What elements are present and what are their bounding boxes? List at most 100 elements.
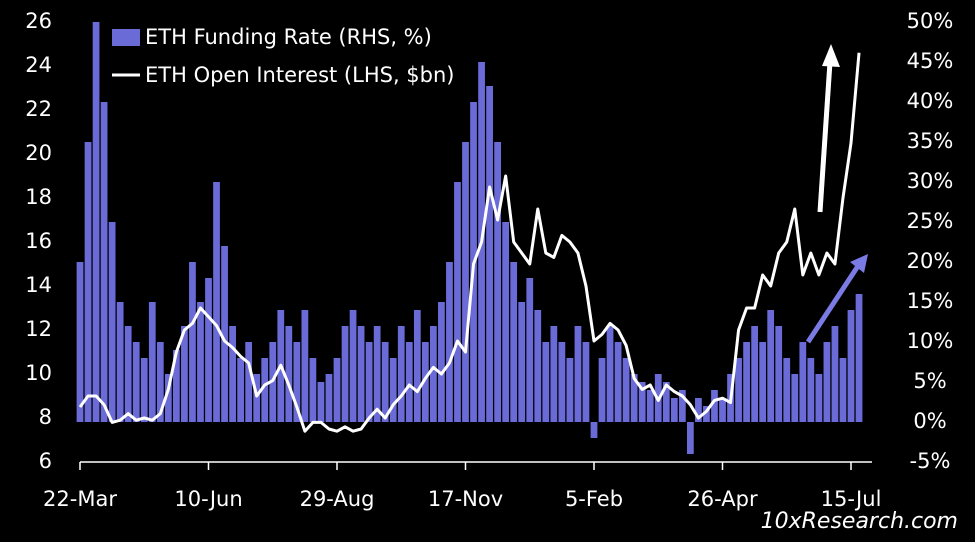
bar xyxy=(831,326,839,422)
bar xyxy=(349,310,357,422)
bar xyxy=(719,398,726,422)
y2-tick-label: 35% xyxy=(907,129,954,153)
bar xyxy=(534,310,542,422)
bar xyxy=(598,358,606,422)
bar xyxy=(646,390,654,422)
bar xyxy=(156,342,164,422)
x-tick-label: 10-Jun xyxy=(174,487,242,511)
bar xyxy=(197,302,204,422)
bar xyxy=(526,278,534,422)
bar xyxy=(132,342,140,422)
bar xyxy=(446,262,453,422)
bar xyxy=(213,182,220,422)
bar xyxy=(108,222,116,422)
bar xyxy=(462,142,469,422)
bar xyxy=(703,406,710,422)
y2-tick-label: 20% xyxy=(907,249,954,273)
bar xyxy=(855,294,863,422)
bar xyxy=(558,342,566,422)
bar xyxy=(678,390,686,422)
bar xyxy=(767,310,775,422)
bar xyxy=(189,262,196,422)
bar xyxy=(389,358,397,422)
bar xyxy=(237,358,244,422)
bar xyxy=(261,358,269,422)
bar xyxy=(630,374,638,422)
y-tick-label: 18 xyxy=(25,185,52,209)
bar xyxy=(365,342,373,422)
bar xyxy=(84,142,92,422)
y-tick-label: 24 xyxy=(25,53,52,77)
legend-swatch xyxy=(112,29,140,46)
bar xyxy=(486,86,493,422)
bar xyxy=(229,326,236,422)
bar xyxy=(333,358,341,422)
bar xyxy=(92,22,100,422)
bar xyxy=(799,342,807,422)
y2-tick-label: -5% xyxy=(910,449,951,473)
y-tick-label: 10 xyxy=(25,361,52,385)
bar xyxy=(582,342,590,422)
bar xyxy=(173,350,180,422)
bar xyxy=(285,326,293,422)
bar xyxy=(438,302,445,422)
bar xyxy=(301,310,309,422)
watermark: 10xResearch.com xyxy=(761,509,958,534)
bar xyxy=(454,182,461,422)
bar xyxy=(574,326,582,422)
bar xyxy=(687,422,694,454)
bar xyxy=(413,310,421,422)
y2-tick-label: 40% xyxy=(907,89,954,113)
bar xyxy=(140,358,148,422)
y-tick-label: 12 xyxy=(25,317,52,341)
bar xyxy=(325,374,333,422)
y-tick-label: 22 xyxy=(25,97,52,121)
bar xyxy=(341,326,349,422)
bar xyxy=(373,326,381,422)
bar xyxy=(791,374,799,422)
bar xyxy=(775,326,783,422)
bar xyxy=(622,358,630,422)
y-tick-label: 14 xyxy=(25,273,52,297)
y2-tick-label: 50% xyxy=(907,9,954,33)
line xyxy=(78,52,861,433)
bar xyxy=(309,358,317,422)
arrow-head xyxy=(822,44,840,67)
bar xyxy=(783,358,791,422)
legend: ETH Funding Rate (RHS, %) ETH Open Inter… xyxy=(112,25,454,87)
bar xyxy=(421,342,429,422)
y2-tick-label: 25% xyxy=(907,209,954,233)
bar xyxy=(148,302,156,422)
bar xyxy=(751,326,758,422)
bar xyxy=(116,302,124,422)
bar xyxy=(357,326,365,422)
bar xyxy=(807,358,815,422)
y-tick-label: 6 xyxy=(39,449,52,473)
bar xyxy=(606,326,614,422)
arrow xyxy=(805,264,861,344)
bar xyxy=(405,342,413,422)
annotation-arrows xyxy=(805,44,868,344)
bar xyxy=(164,374,172,422)
bar xyxy=(510,262,518,422)
bar xyxy=(839,358,847,422)
bar xyxy=(711,390,718,422)
plot-area xyxy=(76,22,863,454)
legend-label: ETH Open Interest (LHS, $bn) xyxy=(145,63,454,87)
bar xyxy=(518,302,526,422)
bar xyxy=(542,342,550,422)
bar xyxy=(205,278,212,422)
bar xyxy=(566,358,574,422)
bar xyxy=(381,342,389,422)
bar xyxy=(502,222,510,422)
bar xyxy=(245,342,253,422)
bar xyxy=(221,246,228,422)
bar xyxy=(638,382,646,422)
bar xyxy=(670,398,678,422)
y-tick-label: 26 xyxy=(25,9,52,33)
legend-label: ETH Funding Rate (RHS, %) xyxy=(145,25,432,49)
bar xyxy=(253,374,261,422)
bar xyxy=(815,374,823,422)
bar xyxy=(430,326,437,422)
bar xyxy=(662,382,670,422)
